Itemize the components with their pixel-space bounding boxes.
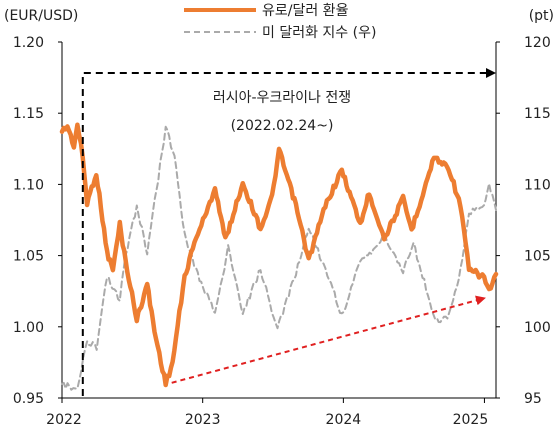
right-tick-label: 95 bbox=[524, 391, 542, 407]
left-tick-label: 0.95 bbox=[13, 391, 44, 407]
right-tick-label: 115 bbox=[524, 106, 551, 122]
left-tick-label: 1.20 bbox=[13, 35, 44, 51]
right-tick-label: 100 bbox=[524, 320, 551, 336]
war-date: (2022.02.24~) bbox=[231, 118, 334, 134]
x-tick-label: 2022 bbox=[46, 412, 82, 428]
left-unit-label: (EUR/USD) bbox=[4, 8, 78, 24]
recovery-trend-arrow bbox=[171, 295, 486, 384]
right-axis-ticks: 120 115 110 105 100 95 bbox=[496, 35, 551, 407]
x-tick-label: 2025 bbox=[453, 412, 489, 428]
left-axis-ticks: 1.20 1.15 1.10 1.05 1.00 0.95 bbox=[13, 35, 62, 407]
legend: 유로/달러 환율 미 달러화 지수 (우) bbox=[184, 3, 376, 41]
left-tick-label: 1.00 bbox=[13, 320, 44, 336]
series-line-eurusd bbox=[59, 122, 499, 388]
series-layer bbox=[59, 122, 499, 391]
war-label: 러시아-우크라이나 전쟁 bbox=[213, 90, 351, 106]
right-unit-label: (pt) bbox=[529, 8, 554, 24]
left-tick-label: 1.10 bbox=[13, 177, 44, 193]
x-axis-ticks: 2022 2023 2024 2025 bbox=[46, 398, 488, 428]
right-tick-label: 105 bbox=[524, 249, 551, 265]
left-tick-label: 1.15 bbox=[13, 106, 44, 122]
legend-label-dxy: 미 달러화 지수 (우) bbox=[262, 25, 376, 41]
right-tick-label: 120 bbox=[524, 35, 551, 51]
series-line-dxy bbox=[61, 125, 497, 391]
left-tick-label: 1.05 bbox=[13, 249, 44, 265]
annotation-layer: 러시아-우크라이나 전쟁 (2022.02.24~) bbox=[81, 68, 496, 396]
legend-label-eurusd: 유로/달러 환율 bbox=[262, 3, 349, 19]
right-tick-label: 110 bbox=[524, 177, 551, 193]
x-tick-label: 2023 bbox=[185, 412, 221, 428]
x-tick-label: 2024 bbox=[326, 412, 362, 428]
